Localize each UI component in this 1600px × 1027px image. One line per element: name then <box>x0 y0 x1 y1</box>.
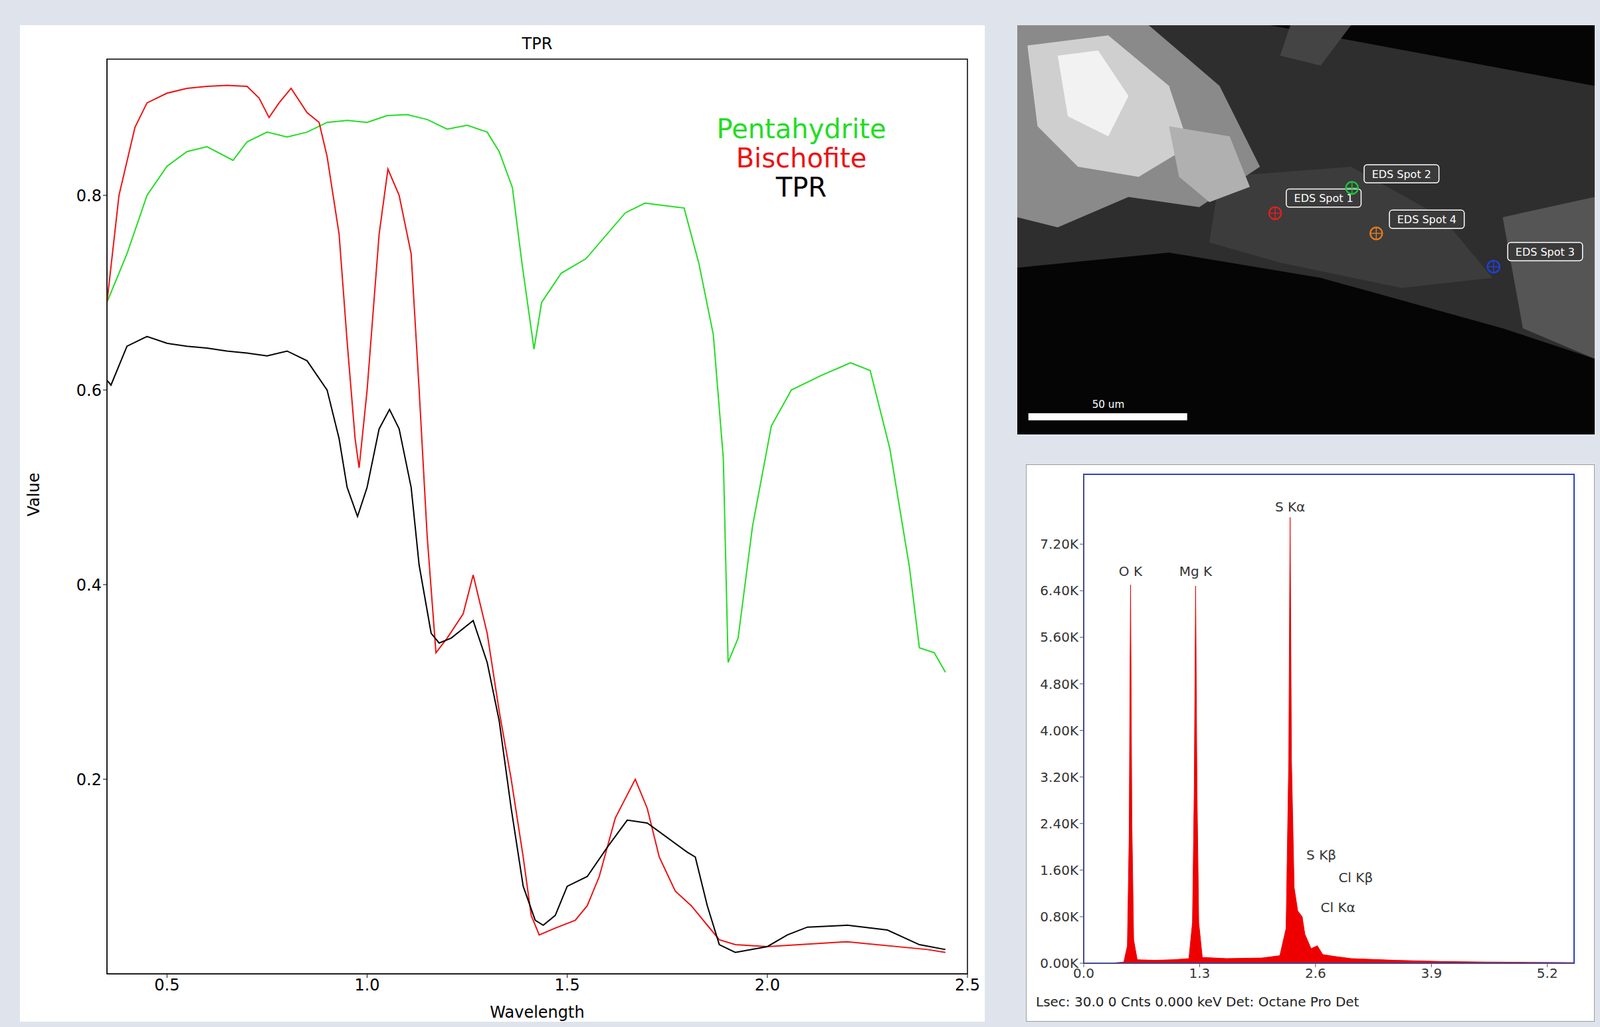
svg-text:5.2: 5.2 <box>1536 965 1559 982</box>
html-text:Lsec: 30.0 0 Cnts 0.000 keV De: Lsec: 30.0 0 Cnts 0.000 keV Det: Octane … <box>1035 994 1360 1010</box>
svg-text:4.00K: 4.00K <box>1039 722 1080 739</box>
svg-text:2.0: 2.0 <box>754 976 781 995</box>
svg-text:Wavelength: Wavelength <box>489 1003 585 1022</box>
svg-text:EDS Spot 3: EDS Spot 3 <box>1515 245 1575 259</box>
svg-text:Mg K: Mg K <box>1179 563 1213 580</box>
svg-text:0.8: 0.8 <box>76 186 102 206</box>
svg-text:EDS Spot 1: EDS Spot 1 <box>1294 192 1354 205</box>
svg-text:3.9: 3.9 <box>1420 965 1442 982</box>
svg-text:1.5: 1.5 <box>554 976 581 995</box>
svg-text:EDS Spot 2: EDS Spot 2 <box>1372 168 1432 181</box>
html-text:TPR: TPR <box>775 172 827 203</box>
svg-text:S Kα: S Kα <box>1275 499 1305 515</box>
svg-text:5.60K: 5.60K <box>1039 629 1080 646</box>
svg-text:2.40K: 2.40K <box>1039 815 1080 832</box>
svg-text:Cl Kα: Cl Kα <box>1320 899 1356 916</box>
svg-text:1.0: 1.0 <box>354 976 380 995</box>
svg-text:0.00K: 0.00K <box>1039 955 1080 972</box>
svg-text:3.20K: 3.20K <box>1039 769 1080 786</box>
svg-text:Value: Value <box>24 473 44 517</box>
svg-text:2.6: 2.6 <box>1304 965 1327 982</box>
svg-text:6.40K: 6.40K <box>1039 582 1080 599</box>
svg-text:O K: O K <box>1118 563 1143 580</box>
svg-text:0.2: 0.2 <box>76 770 102 790</box>
svg-text:EDS Spot 4: EDS Spot 4 <box>1397 213 1457 226</box>
svg-text:0.80K: 0.80K <box>1039 908 1080 925</box>
svg-text:0.0: 0.0 <box>1073 965 1095 982</box>
html-text:Bischofite: Bischofite <box>735 142 867 174</box>
svg-text:1.3: 1.3 <box>1189 965 1211 982</box>
svg-text:4.80K: 4.80K <box>1039 676 1080 693</box>
svg-text:Cl Kβ: Cl Kβ <box>1338 869 1373 886</box>
svg-text:0.4: 0.4 <box>76 576 102 595</box>
svg-text:50 um: 50 um <box>1092 398 1125 411</box>
svg-text:0.5: 0.5 <box>154 976 180 995</box>
html-text:TPR: TPR <box>521 34 553 54</box>
svg-text:1.60K: 1.60K <box>1039 862 1080 879</box>
svg-text:S Kβ: S Kβ <box>1306 847 1337 864</box>
svg-text:0.6: 0.6 <box>76 381 102 400</box>
svg-text:7.20K: 7.20K <box>1039 536 1080 553</box>
svg-text:2.5: 2.5 <box>954 976 981 995</box>
html-text:Pentahydrite: Pentahydrite <box>716 113 887 145</box>
